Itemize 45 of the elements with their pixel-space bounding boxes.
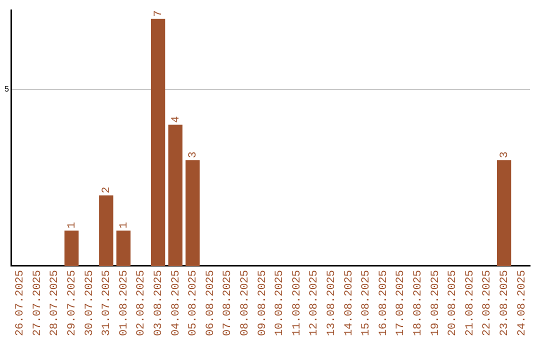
x-tick-label: 20.08.2025: [447, 270, 460, 336]
x-tick-label: 31.07.2025: [101, 270, 114, 336]
x-tick-label: 10.08.2025: [274, 270, 286, 336]
x-tick-label: 16.08.2025: [378, 270, 390, 336]
x-tick-label: 01.08.2025: [118, 270, 130, 336]
data-label: 3: [188, 151, 200, 158]
x-tick-label: 23.08.2025: [498, 270, 511, 336]
x-tick-label: 28.07.2025: [49, 270, 62, 336]
x-tick-label: 26.07.2025: [14, 270, 27, 336]
x-tick-label: 05.08.2025: [188, 270, 200, 336]
x-tick-label: 22.08.2025: [482, 270, 494, 336]
x-tick-label: 08.08.2025: [239, 270, 252, 336]
x-tick-label: 17.08.2025: [395, 270, 408, 336]
x-tick-label: 06.08.2025: [204, 270, 217, 336]
data-label: 1: [118, 222, 130, 229]
x-tick-label: 09.08.2025: [256, 270, 269, 336]
x-tick-label: 21.08.2025: [464, 270, 476, 336]
data-label: 2: [101, 186, 114, 194]
x-tick-label: 04.08.2025: [170, 270, 182, 336]
x-tick-label: 07.08.2025: [222, 270, 234, 336]
bar: [186, 160, 200, 266]
data-label: 3: [498, 151, 511, 158]
bar: [168, 124, 182, 266]
x-tick-label: 03.08.2025: [152, 270, 165, 336]
x-tick-label: 13.08.2025: [326, 270, 338, 336]
x-tick-label: 29.07.2025: [66, 270, 78, 336]
x-tick-label: 19.08.2025: [430, 270, 442, 336]
bar: [99, 195, 114, 266]
x-tick-label: 12.08.2025: [308, 270, 321, 336]
bar: [150, 18, 166, 266]
bar: [496, 160, 512, 266]
x-tick-label: 15.08.2025: [360, 270, 373, 336]
data-label: 4: [170, 116, 182, 123]
x-tick-label: 02.08.2025: [136, 270, 148, 336]
x-tick-label: 27.07.2025: [32, 270, 44, 336]
x-tick-label: 18.08.2025: [412, 270, 424, 336]
x-tick-label: 24.08.2025: [516, 270, 528, 336]
x-tick-label: 14.08.2025: [343, 270, 356, 336]
x-tick-label: 11.08.2025: [291, 270, 304, 336]
data-label: 7: [152, 10, 165, 17]
x-tick-label: 30.07.2025: [84, 270, 96, 336]
bar: [116, 230, 131, 266]
bar: [64, 230, 79, 266]
data-label: 1: [66, 222, 78, 229]
y-tick-label: 5: [4, 84, 10, 94]
